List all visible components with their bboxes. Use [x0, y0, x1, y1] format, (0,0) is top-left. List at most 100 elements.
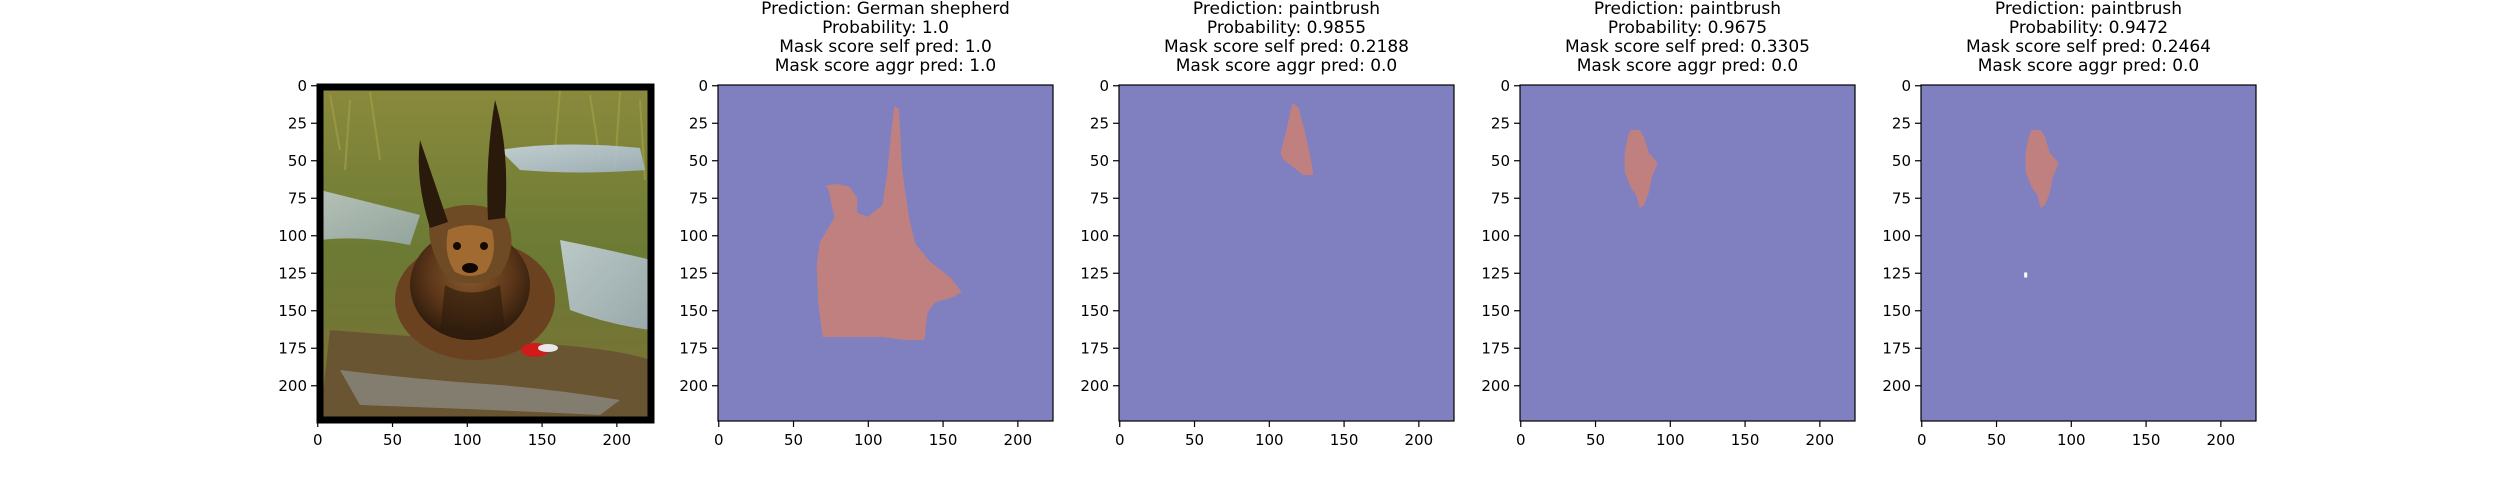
- x-tick-label: 150: [2132, 431, 2161, 449]
- y-tick-label: 75: [1090, 189, 1109, 207]
- panel-title-line: Mask score aggr pred: 0.0: [1176, 56, 1398, 76]
- axes-frame: [1920, 84, 2257, 422]
- x-tick-label: 50: [784, 431, 803, 449]
- x-tick-label: 200: [603, 431, 632, 449]
- panel-title-line: Mask score self pred: 0.2464: [1966, 37, 2211, 57]
- axes-frame: [717, 84, 1054, 422]
- y-tick-label: 175: [1080, 339, 1109, 357]
- y-tick-label: 100: [1882, 227, 1911, 245]
- y-tick-label: 75: [689, 189, 708, 207]
- x-tick-label: 150: [1731, 431, 1760, 449]
- panel-title-line: Probability: 0.9675: [1608, 18, 1767, 38]
- y-tick-label: 125: [679, 264, 708, 282]
- panel-title-line: Probability: 1.0: [822, 18, 949, 38]
- left-ear-mask: [1624, 130, 1658, 208]
- y-tick-label: 100: [1481, 227, 1510, 245]
- panel-title-line: Mask score self pred: 1.0: [779, 37, 992, 57]
- y-tick-label: 150: [278, 302, 307, 320]
- y-tick-label: 125: [1080, 264, 1109, 282]
- y-tick-label: 125: [1882, 264, 1911, 282]
- x-tick-label: 50: [1185, 431, 1204, 449]
- x-tick-label: 100: [1656, 431, 1685, 449]
- axes-frame: [1519, 84, 1856, 422]
- german-shepherd-in-puddle-photo: [320, 87, 651, 420]
- y-tick-label: 0: [1099, 77, 1109, 95]
- y-tick-label: 200: [1481, 377, 1510, 395]
- y-tick-label: 75: [288, 189, 307, 207]
- y-tick-label: 150: [1080, 302, 1109, 320]
- mask-panel-p2: 0 50 100 150 200 0 25 50 75 100 125 150 175 200: [1080, 77, 1455, 449]
- x-tick-label: 0: [714, 431, 724, 449]
- y-tick-label: 175: [278, 339, 307, 357]
- y-tick-label: 50: [288, 152, 307, 170]
- mask-background: [1921, 85, 2256, 421]
- input-image-axes: 0 50 100 150 200 0 25 50 75 100 125 150 175 200: [278, 77, 631, 449]
- x-tick-label: 50: [383, 431, 402, 449]
- y-tick-label: 25: [1090, 114, 1109, 132]
- x-tick-label: 200: [1806, 431, 1835, 449]
- left-ear-mask-with-speck: [2025, 130, 2059, 208]
- y-tick-label: 100: [278, 227, 307, 245]
- panel-title-line: Prediction: paintbrush: [1995, 0, 2182, 19]
- axes-frame: [1118, 84, 1455, 422]
- x-tick-label: 50: [1987, 431, 2006, 449]
- y-tick-label: 0: [698, 77, 708, 95]
- x-tick-label: 200: [1405, 431, 1434, 449]
- x-tick-label: 100: [1255, 431, 1284, 449]
- x-tick-label: 100: [453, 431, 482, 449]
- panel-title-line: Mask score aggr pred: 1.0: [775, 56, 997, 76]
- y-tick-label: 100: [1080, 227, 1109, 245]
- y-tick-label: 200: [1882, 377, 1911, 395]
- mask-panel-p1: 0 50 100 150 200 0 25 50 75 100 125 150 175 200: [679, 77, 1054, 449]
- y-tick-label: 125: [1481, 264, 1510, 282]
- mask-panel-p3: 0 50 100 150 200 0 25 50 75 100 125 150 175 200: [1481, 77, 1856, 449]
- y-tick-label: 100: [679, 227, 708, 245]
- y-tick-label: 150: [1882, 302, 1911, 320]
- x-tick-label: 150: [528, 431, 557, 449]
- panel-title-line: Prediction: paintbrush: [1193, 0, 1380, 19]
- mask-background: [1520, 85, 1855, 421]
- right-ear-mask: [1280, 103, 1314, 175]
- y-tick-label: 200: [679, 377, 708, 395]
- y-tick-label: 25: [689, 114, 708, 132]
- y-tick-label: 175: [679, 339, 708, 357]
- y-tick-label: 0: [1901, 77, 1911, 95]
- panel-title-line: Mask score self pred: 0.3305: [1565, 37, 1810, 57]
- y-tick-label: 25: [1491, 114, 1510, 132]
- input-image-panel: 0 50 100 150 200 0 25 50 75 100 125 150 175 200: [278, 77, 655, 449]
- x-tick-label: 50: [1586, 431, 1605, 449]
- panel-title-line: Probability: 0.9472: [2009, 18, 2168, 38]
- y-tick-label: 25: [1892, 114, 1911, 132]
- x-tick-label: 200: [1004, 431, 1033, 449]
- panel-title-line: Prediction: paintbrush: [1594, 0, 1781, 19]
- x-tick-label: 0: [1917, 431, 1927, 449]
- x-tick-label: 100: [854, 431, 883, 449]
- y-tick-label: 200: [1080, 377, 1109, 395]
- y-tick-label: 25: [288, 114, 307, 132]
- x-tick-label: 0: [1115, 431, 1125, 449]
- y-tick-label: 75: [1491, 189, 1510, 207]
- panel-title-line: Probability: 0.9855: [1207, 18, 1366, 38]
- x-tick-label: 0: [313, 431, 323, 449]
- mask-speck: [2024, 272, 2028, 278]
- x-tick-label: 200: [2207, 431, 2236, 449]
- x-tick-label: 100: [2057, 431, 2086, 449]
- panel-title-line: Mask score aggr pred: 0.0: [1978, 56, 2200, 76]
- mask-panel-p4: 0 50 100 150 200 0 25 50 75 100 125 150 175 200: [1882, 77, 2257, 449]
- dog-head-mask: [816, 106, 962, 340]
- panel-title-line: Mask score self pred: 0.2188: [1164, 37, 1409, 57]
- y-tick-label: 50: [1892, 152, 1911, 170]
- panel-title-p1: Prediction: German shepherdProbability: …: [761, 0, 1010, 76]
- y-tick-label: 0: [297, 77, 307, 95]
- y-tick-label: 150: [1481, 302, 1510, 320]
- y-tick-label: 150: [679, 302, 708, 320]
- panel-title-line: Mask score aggr pred: 0.0: [1577, 56, 1799, 76]
- y-tick-label: 50: [1090, 152, 1109, 170]
- y-tick-label: 50: [1491, 152, 1510, 170]
- y-tick-label: 0: [1500, 77, 1510, 95]
- x-tick-label: 150: [1330, 431, 1359, 449]
- y-tick-label: 75: [1892, 189, 1911, 207]
